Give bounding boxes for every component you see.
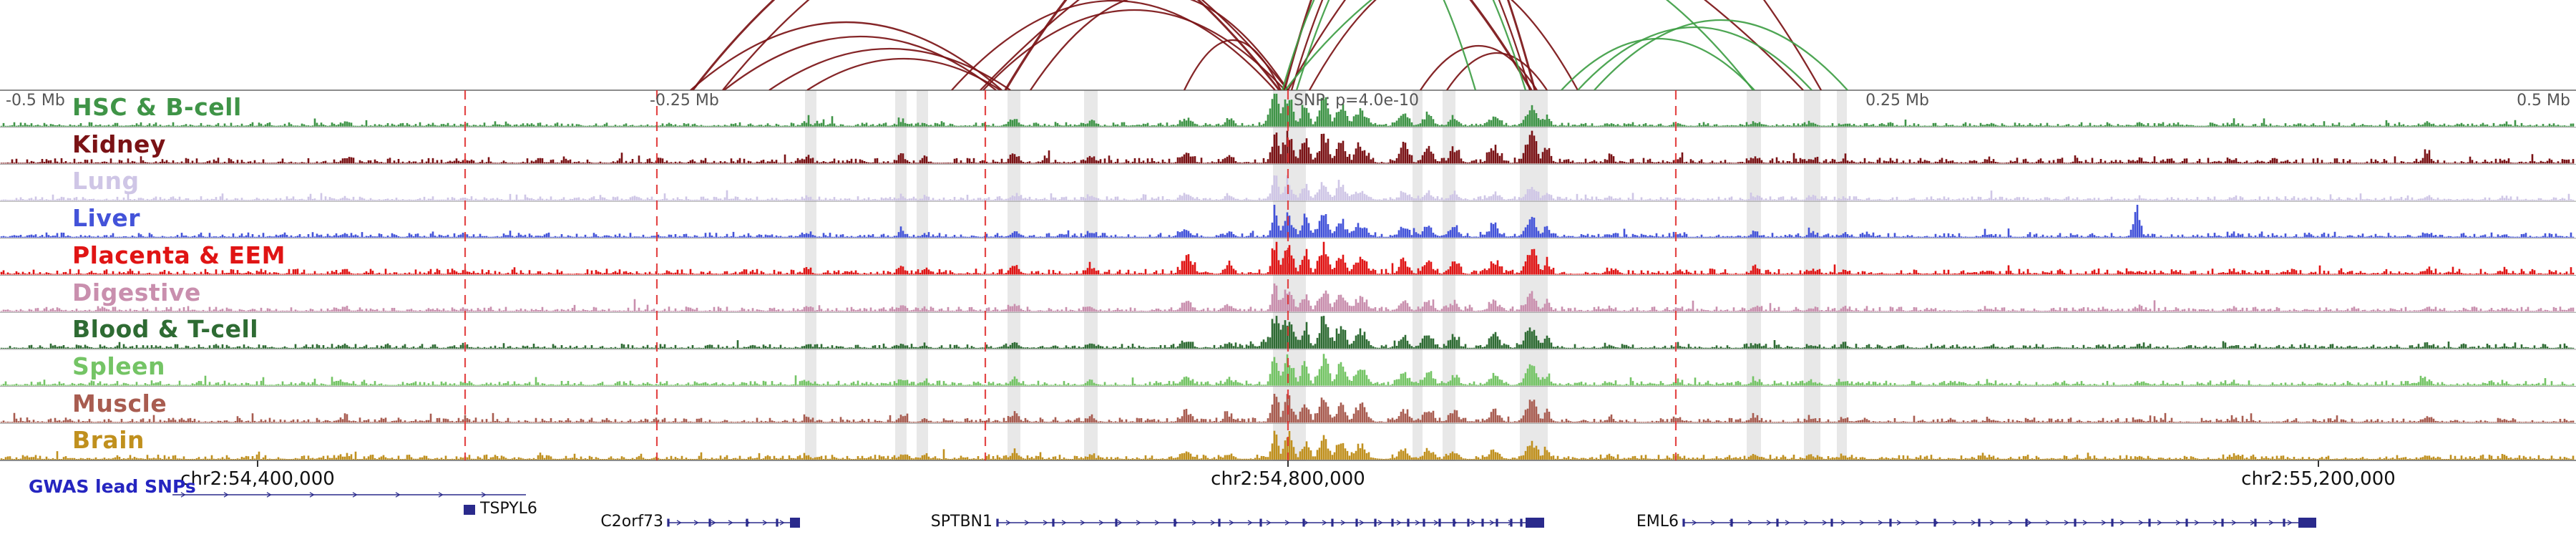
coordinate-ticks xyxy=(257,460,2319,467)
track-label-blood-t-cell: Blood & T-cell xyxy=(72,315,259,344)
coord-label-chr2-54800000: chr2:54,800,000 xyxy=(1211,468,1365,490)
track-label-kidney: Kidney xyxy=(72,130,166,158)
gene-label-sptbn1: SPTBN1 xyxy=(930,513,992,531)
gwas-snp-lines xyxy=(464,90,1677,460)
coord-label-chr2-54400000: chr2:54,400,000 xyxy=(180,468,335,490)
gwas-track-label: GWAS lead SNPs xyxy=(29,476,196,497)
track-label-spleen: Spleen xyxy=(72,352,165,380)
axis-label-minus-0-5mb: -0.5 Mb xyxy=(6,92,65,110)
interaction-arcs xyxy=(690,0,1848,90)
track-label-brain: Brain xyxy=(72,426,145,455)
gene-label-eml6: EML6 xyxy=(1636,513,1679,531)
axis-label-0-25mb: 0.25 Mb xyxy=(1865,92,1929,110)
track-label-liver: Liver xyxy=(72,204,141,233)
coord-label-chr2-55200000: chr2:55,200,000 xyxy=(2241,468,2396,490)
track-label-digestive: Digestive xyxy=(72,278,201,306)
gene-label-c2orf73: C2orf73 xyxy=(600,513,663,531)
track-label-placenta-eem: Placenta & EEM xyxy=(72,241,286,269)
snp-pvalue-label: SNP: p=4.0e-10 xyxy=(1294,92,1419,110)
track-label-muscle: Muscle xyxy=(72,389,167,417)
axis-label-minus-0-25mb: -0.25 Mb xyxy=(650,92,719,110)
gene-track xyxy=(172,492,2316,528)
track-label-lung: Lung xyxy=(72,167,140,195)
track-label-hsc-b-cell: HSC & B-cell xyxy=(72,93,242,121)
gene-label-tspyl6: TSPYL6 xyxy=(480,500,537,518)
axis-label-0-5mb: 0.5 Mb xyxy=(2517,92,2570,110)
signal-tracks xyxy=(0,93,2575,460)
